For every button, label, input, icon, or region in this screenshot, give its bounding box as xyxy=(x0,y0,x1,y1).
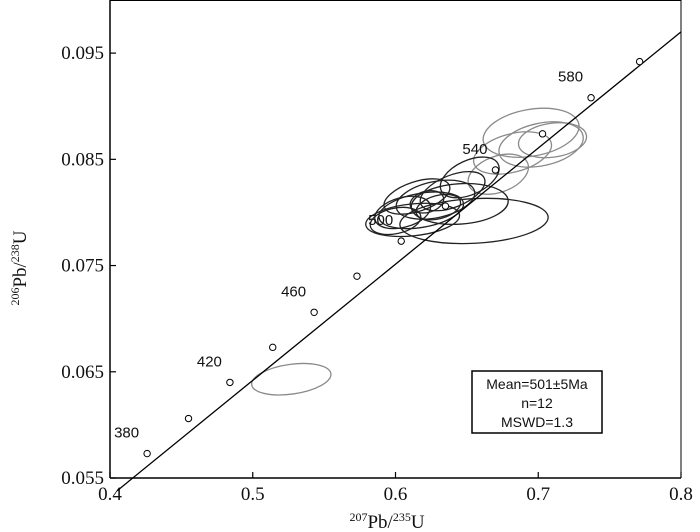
y-tick-label: 0.065 xyxy=(61,362,104,383)
age-label: 540 xyxy=(462,141,487,158)
error-ellipse xyxy=(517,122,588,159)
age-label: 580 xyxy=(558,69,583,86)
error-ellipse xyxy=(498,121,584,168)
y-tick-label: 0.095 xyxy=(61,43,104,64)
age-marker xyxy=(184,414,193,423)
x-ticks: 0.4 0.5 0.6 0.7 0.8 xyxy=(98,472,693,505)
age-label: 420 xyxy=(197,353,222,370)
y-tick-label: 0.055 xyxy=(61,468,104,489)
age-marker xyxy=(269,343,277,352)
x-axis-title: 207Pb/235U xyxy=(349,510,424,532)
error-ellipse xyxy=(374,195,432,230)
age-marker xyxy=(310,308,318,316)
age-marker xyxy=(353,272,361,280)
age-markers xyxy=(143,57,644,458)
error-ellipse xyxy=(439,156,500,199)
age-labels: 380 420 460 500 540 580 xyxy=(114,69,583,442)
x-tick-label: 0.4 xyxy=(98,484,122,505)
error-ellipse xyxy=(472,131,553,175)
age-marker xyxy=(538,130,547,138)
age-marker xyxy=(441,202,450,210)
x-tick-label: 0.8 xyxy=(669,484,693,505)
concordia-curve xyxy=(116,31,682,492)
error-ellipse xyxy=(409,189,445,214)
x-tick-label: 0.6 xyxy=(384,484,408,505)
age-marker xyxy=(635,57,644,66)
y-axis-title: 206Pb/238U xyxy=(8,230,31,305)
legend-mean: Mean=501±5Ma xyxy=(486,376,588,392)
legend-frame xyxy=(471,370,603,434)
error-ellipse xyxy=(383,178,451,215)
error-ellipse xyxy=(369,206,422,236)
error-ellipse xyxy=(482,107,580,158)
error-ellipse xyxy=(415,193,462,221)
y-tick-label: 0.085 xyxy=(61,149,104,170)
legend-box: Mean=501±5Ma n=12 MSWD=1.3 xyxy=(471,370,603,434)
y-tick-label: 0.075 xyxy=(61,256,104,277)
error-ellipses xyxy=(251,107,588,396)
age-marker xyxy=(143,449,151,458)
age-label: 460 xyxy=(281,283,306,300)
age-marker xyxy=(587,94,595,102)
legend-mswd: MSWD=1.3 xyxy=(501,414,573,430)
error-ellipse xyxy=(251,362,332,396)
error-ellipse xyxy=(419,170,486,212)
error-ellipse xyxy=(365,202,461,238)
age-marker xyxy=(397,237,405,245)
age-label: 380 xyxy=(114,425,139,442)
legend-n: n=12 xyxy=(521,395,553,411)
x-tick-label: 0.7 xyxy=(526,484,550,505)
age-marker xyxy=(226,378,234,387)
y-ticks: 0.055 0.065 0.075 0.085 0.095 xyxy=(61,43,116,489)
x-tick-label: 0.5 xyxy=(241,484,265,505)
age-marker xyxy=(491,166,500,174)
age-label: 500 xyxy=(368,212,393,229)
plot-area: 0.4 0.5 0.6 0.7 0.8 0.055 0.065 0.075 0.085 0.09… xyxy=(61,0,693,505)
